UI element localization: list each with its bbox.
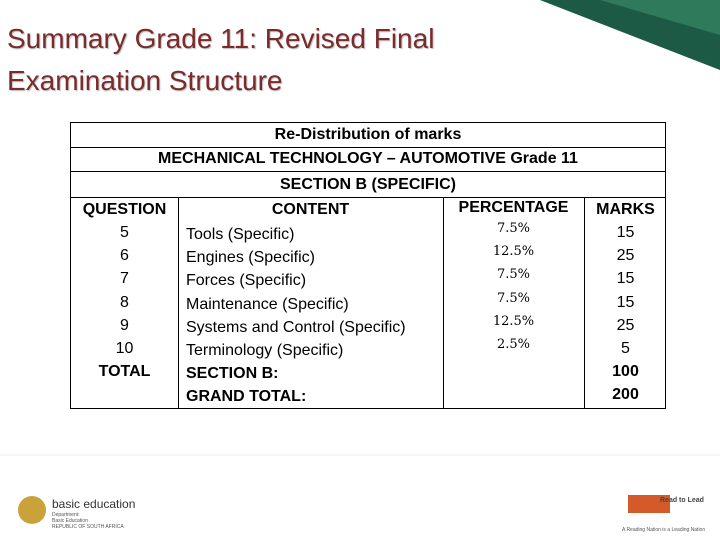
- cell-marks: 15: [616, 293, 635, 311]
- cell-content: SECTION B:: [186, 365, 279, 383]
- coat-of-arms: [18, 496, 46, 524]
- cell-percentage: 12.5%: [492, 313, 535, 329]
- cell-content: GRAND TOTAL:: [186, 388, 307, 406]
- slide-title: Summary Grade 11: Revised Final Examinat…: [7, 23, 435, 96]
- row-rule: [71, 147, 665, 148]
- row-rule: [71, 171, 665, 172]
- cell-question: 5: [120, 224, 129, 241]
- cell-content: Engines (Specific): [186, 249, 315, 267]
- logo-sub: Basic Education: [52, 518, 88, 524]
- cell-content: Terminology (Specific): [186, 342, 344, 359]
- cell-marks: 15: [616, 270, 635, 288]
- table-heading: Re-Distribution of marks: [274, 126, 462, 143]
- cell-marks: 100: [612, 363, 639, 381]
- column-rule: [443, 197, 444, 408]
- column-header: MARKS: [596, 201, 655, 218]
- cell-question: 7: [120, 270, 129, 288]
- logo-sub: A Reading Nation is a Leading Nation: [622, 527, 706, 533]
- logo-sub: REPUBLIC OF SOUTH AFRICA: [52, 524, 124, 530]
- corner-shape: [600, 0, 720, 35]
- cell-content: Systems and Control (Specific): [186, 318, 406, 336]
- cell-question: TOTAL: [98, 363, 151, 381]
- logo-text: basic education: [52, 497, 136, 511]
- cell-question: 8: [120, 293, 129, 311]
- cell-marks: 25: [616, 247, 635, 265]
- cell-marks: 200: [612, 386, 639, 404]
- row-rule: [71, 197, 665, 198]
- cell-question: 9: [120, 316, 129, 334]
- cell-content: Forces (Specific): [186, 272, 307, 290]
- cell-percentage: 7.5%: [496, 267, 531, 283]
- cell-question: 6: [120, 247, 129, 265]
- column-header: CONTENT: [271, 201, 350, 218]
- cell-percentage: 7.5%: [496, 290, 531, 306]
- books-icon: [628, 495, 670, 513]
- table: Re-Distribution of marks MECHANICAL TECHN…: [70, 122, 666, 409]
- cell-marks: 25: [616, 316, 635, 334]
- cell-marks: 15: [616, 224, 635, 241]
- cell-marks: 5: [621, 340, 630, 357]
- column-rule: [178, 197, 179, 408]
- logo-sub: Department:: [52, 512, 80, 518]
- cell-question: 10: [115, 340, 134, 357]
- column-header: QUESTION: [82, 201, 167, 218]
- logo-text: Read to Lead: [660, 497, 704, 504]
- table-heading: MECHANICAL TECHNOLOGY – AUTOMOTIVE Grade…: [158, 150, 578, 167]
- cell-percentage: 12.5%: [492, 244, 535, 260]
- column-rule: [584, 197, 585, 408]
- table-heading: SECTION B (SPECIFIC): [279, 176, 456, 193]
- cell-content: Maintenance (Specific): [186, 295, 349, 313]
- cell-percentage: 7.5%: [496, 221, 531, 236]
- column-header: PERCENTAGE: [458, 199, 569, 216]
- cell-percentage: 2.5%: [496, 337, 531, 352]
- cell-content: Tools (Specific): [186, 226, 295, 243]
